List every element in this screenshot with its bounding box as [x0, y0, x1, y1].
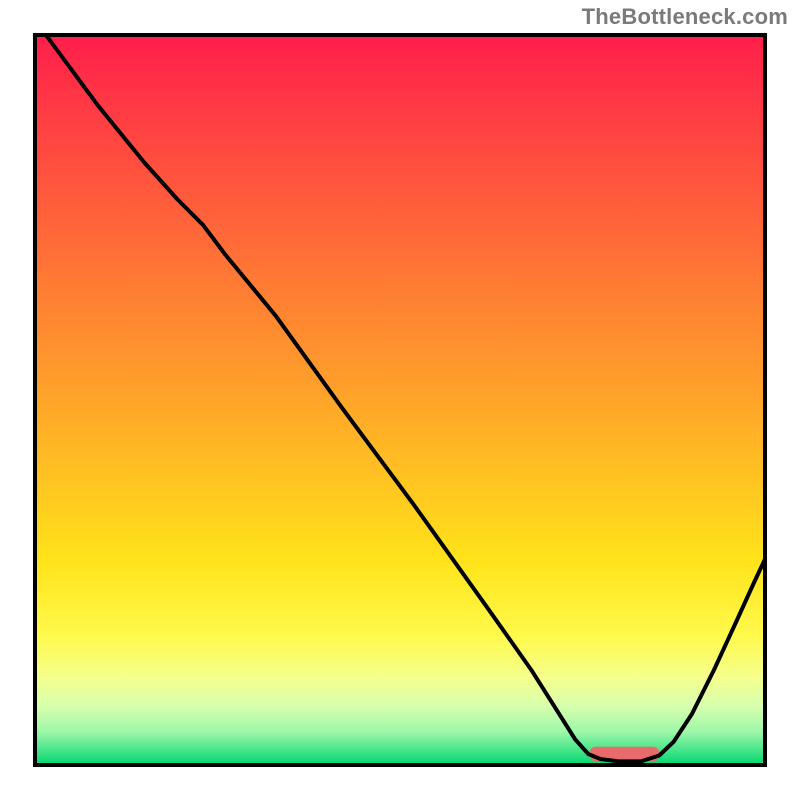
watermark-text: TheBottleneck.com: [582, 4, 788, 30]
bottleneck-chart: [0, 0, 800, 800]
chart-container: { "watermark": { "text": "TheBottleneck.…: [0, 0, 800, 800]
gradient-background: [35, 35, 765, 765]
